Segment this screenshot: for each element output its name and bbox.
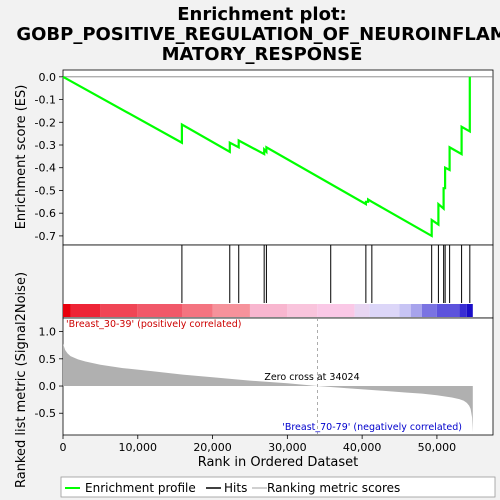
es-y-axis: 0.0 -0.1 -0.2 -0.3 -0.4 -0.5 -0.6 -0.7 xyxy=(35,71,63,243)
es-y-tick-label: -0.6 xyxy=(35,207,56,220)
rank-bar-segment xyxy=(466,304,473,317)
es-panel-frame xyxy=(62,69,494,246)
metric-y-tick-label: 0.5 xyxy=(39,353,57,366)
es-y-tick-label: -0.5 xyxy=(35,184,56,197)
rank-bar-segment xyxy=(100,304,138,317)
rank-bar-segment xyxy=(63,304,71,317)
rank-bar-segment xyxy=(459,304,467,317)
positive-correlation-label: 'Breast_30-39' (positively correlated) xyxy=(66,319,242,330)
rank-bar-segment xyxy=(399,304,411,317)
es-y-axis-label: Enrichment score (ES) xyxy=(14,85,29,230)
x-tick-label: 0 xyxy=(60,441,67,454)
es-y-tick-label: -0.4 xyxy=(35,162,56,175)
rank-bar-segment xyxy=(354,304,370,317)
zero-cross-label: Zero cross at 34024 xyxy=(264,372,359,383)
rank-bar-segment xyxy=(137,304,183,317)
es-y-tick-label: -0.2 xyxy=(35,116,56,129)
rank-bar-segment xyxy=(70,304,101,317)
rank-bar-segment xyxy=(287,304,318,317)
legend-metric-label: Ranking metric scores xyxy=(267,481,400,495)
chart-title-line-1: Enrichment plot: xyxy=(177,4,347,25)
x-axis: 0 10,000 20,000 30,000 40,000 50,000 xyxy=(60,435,457,454)
rank-bar-segment xyxy=(369,304,400,317)
rank-color-bar xyxy=(63,304,473,317)
enrichment-profile-line xyxy=(62,75,471,238)
chart-title-line-3: MATORY_RESPONSE xyxy=(162,44,363,65)
es-y-tick-label: -0.1 xyxy=(35,94,56,107)
x-tick-label: 10,000 xyxy=(119,441,158,454)
es-y-tick-label: -0.3 xyxy=(35,139,56,152)
ranking-metric-area xyxy=(63,343,473,433)
metric-y-tick-label: -0.5 xyxy=(35,407,56,420)
metric-y-axis-label: Ranked list metric (Signal2Noise) xyxy=(14,272,29,488)
rank-bar-segment xyxy=(249,304,288,317)
rank-bar-segment xyxy=(410,304,422,317)
chart-title-line-2: GOBP_POSITIVE_REGULATION_OF_NEUROINFLAM xyxy=(16,24,500,45)
rank-bar-segment xyxy=(436,304,460,317)
x-tick-label: 40,000 xyxy=(343,441,382,454)
legend-box xyxy=(60,476,496,498)
es-y-tick-label: -0.7 xyxy=(35,230,56,243)
metric-y-tick-label: 0.0 xyxy=(39,380,57,393)
es-y-tick-label: 0.0 xyxy=(39,71,57,84)
rank-bar-segment xyxy=(182,304,213,317)
x-tick-label: 50,000 xyxy=(418,441,457,454)
rank-bar-segment xyxy=(317,304,355,317)
x-tick-label: 30,000 xyxy=(268,441,307,454)
metric-y-tick-label: 1.0 xyxy=(39,326,57,339)
legend-enrichment-label: Enrichment profile xyxy=(85,481,196,495)
x-tick-label: 20,000 xyxy=(193,441,232,454)
hit-markers xyxy=(181,245,471,303)
x-axis-label: Rank in Ordered Dataset xyxy=(198,455,359,470)
rank-bar-segment xyxy=(421,304,437,317)
legend-hits-label: Hits xyxy=(224,481,247,495)
metric-y-axis: 1.0 0.5 0.0 -0.5 xyxy=(35,326,63,420)
rank-bar-segment xyxy=(212,304,250,317)
negative-correlation-label: 'Breast_70-79' (negatively correlated) xyxy=(282,422,462,433)
